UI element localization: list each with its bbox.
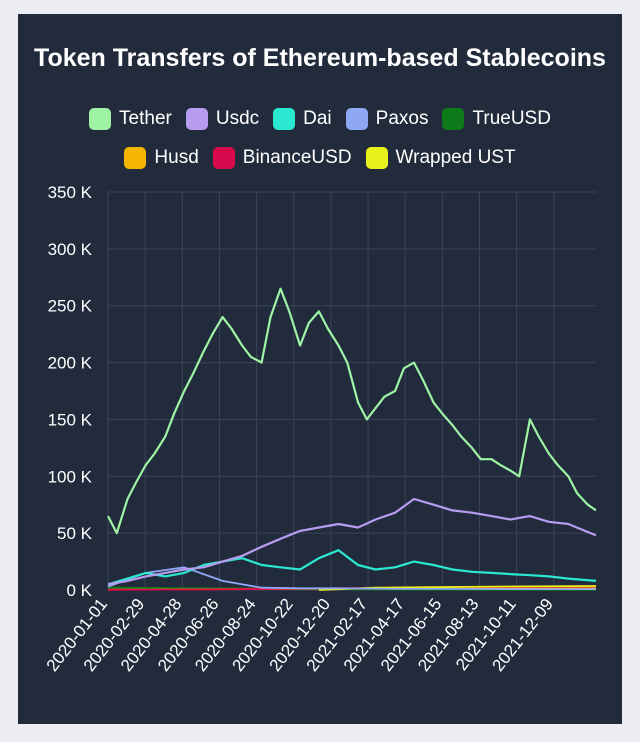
y-tick-label: 300 K — [48, 240, 93, 259]
legend-swatch — [185, 108, 208, 130]
series-lines — [107, 287, 597, 591]
y-tick-label: 100 K — [48, 467, 93, 486]
legend-row-2: Husd BinanceUSD Wrapped UST — [0, 147, 640, 169]
series-line-paxos — [107, 566, 596, 590]
y-tick-label: 200 K — [48, 354, 93, 373]
series-line-tether — [107, 287, 597, 535]
legend-item-usdc[interactable]: Usdc — [185, 108, 260, 130]
legend-label: Husd — [154, 147, 199, 168]
legend-label: Dai — [303, 108, 332, 129]
grid-lines — [107, 191, 596, 591]
legend-label: BinanceUSD — [242, 147, 352, 168]
series-line-usdc — [107, 497, 597, 586]
legend-swatch — [345, 108, 368, 130]
legend-label: Usdc — [215, 108, 260, 129]
legend-swatch — [124, 147, 147, 169]
y-tick-label: 150 K — [48, 410, 93, 429]
legend-label: Paxos — [375, 108, 429, 129]
legend-swatch — [89, 108, 112, 130]
legend-swatch — [273, 108, 296, 130]
y-axis-ticks: 0 K 50 K 100 K 150 K 200 K 250 K 300 K 350 K — [48, 183, 93, 600]
chart-card — [18, 14, 622, 724]
y-tick-label: 250 K — [48, 297, 93, 316]
legend-label: Tether — [119, 108, 172, 129]
legend-label: TrueUSD — [472, 108, 551, 129]
legend-row-1: Tether Usdc Dai Paxos TrueUSD — [0, 108, 640, 130]
legend-item-tether[interactable]: Tether — [89, 108, 172, 130]
y-tick-label: 350 K — [48, 183, 93, 202]
legend-item-paxos[interactable]: Paxos — [345, 108, 429, 130]
chart-title: Token Transfers of Ethereum-based Stable… — [34, 44, 606, 72]
legend-item-husd[interactable]: Husd — [124, 147, 199, 169]
legend-swatch — [442, 108, 465, 130]
y-tick-label: 0 K — [66, 581, 92, 600]
legend-item-dai[interactable]: Dai — [273, 108, 332, 130]
legend-label: Wrapped UST — [395, 147, 516, 168]
legend-swatch — [365, 147, 388, 169]
x-axis-ticks: 2020-01-012020-02-292020-04-282020-06-26… — [43, 595, 557, 675]
series-line-dai — [107, 549, 597, 586]
legend-item-wrapped-ust[interactable]: Wrapped UST — [365, 147, 516, 169]
legend-item-binanceusd[interactable]: BinanceUSD — [212, 147, 352, 169]
legend-swatch — [212, 147, 235, 169]
legend-item-trueusd[interactable]: TrueUSD — [442, 108, 551, 130]
y-tick-label: 50 K — [57, 524, 93, 543]
